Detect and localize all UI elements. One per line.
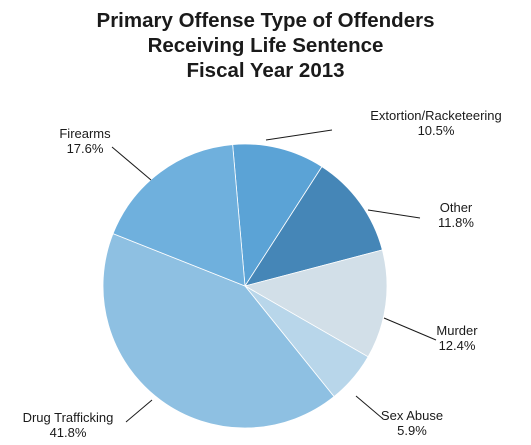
leader-line-sex-abuse	[355, 395, 383, 419]
slice-value-drug-trafficking: 41.8%	[50, 425, 87, 440]
leader-line-extortion-racketeering	[265, 129, 333, 141]
slice-label-sex-abuse: Sex Abuse	[381, 408, 443, 423]
chart-title-line-3: Fiscal Year 2013	[186, 59, 345, 82]
pie-slice-extortion-racketeering	[232, 143, 323, 288]
slice-label-firearms: Firearms	[59, 126, 111, 141]
pie-slice-firearms	[112, 144, 246, 287]
slice-label-drug-trafficking: Drug Trafficking	[23, 410, 114, 425]
pie-slice-murder	[243, 249, 388, 358]
leader-line-other	[367, 209, 421, 219]
slice-value-firearms: 17.6%	[67, 141, 104, 156]
chart-title: Primary Offense Type of Offenders Receiv…	[0, 8, 531, 83]
slice-value-extortion-racketeering: 10.5%	[418, 123, 455, 138]
slice-value-murder: 12.4%	[439, 338, 476, 353]
pie-slice-other	[244, 166, 383, 287]
slice-label-extortion-racketeering: Extortion/Racketeering	[370, 108, 502, 123]
leader-line-firearms	[111, 146, 152, 181]
chart-title-line-2: Receiving Life Sentence	[147, 34, 384, 57]
chart-title-line-1: Primary Offense Type of Offenders	[96, 9, 435, 32]
slice-label-other: Other	[440, 200, 473, 215]
leader-line-drug-trafficking	[125, 399, 153, 423]
slice-label-murder: Murder	[436, 323, 478, 338]
pie-slice-drug-trafficking	[102, 233, 335, 429]
slice-value-other: 11.8%	[438, 215, 474, 230]
slice-value-sex-abuse: 5.9%	[397, 423, 427, 438]
leader-line-murder	[383, 317, 437, 341]
